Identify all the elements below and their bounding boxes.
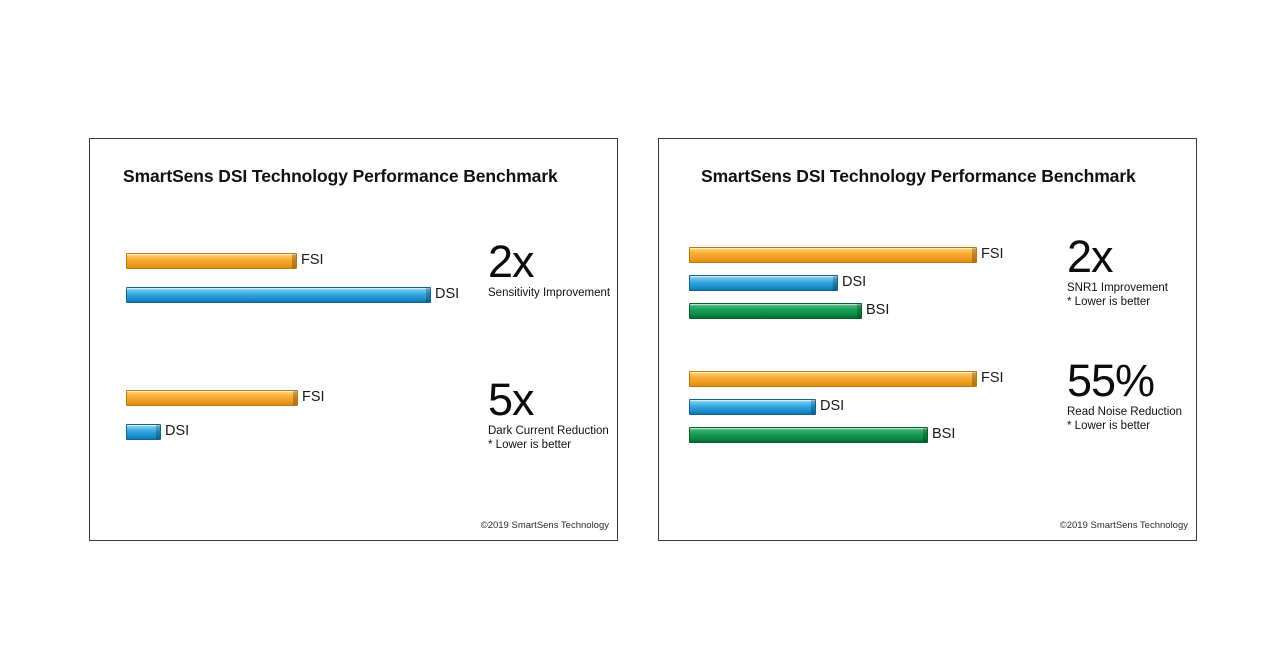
bar-row: FSI — [689, 246, 1004, 263]
bar-label-fsi: FSI — [981, 370, 1004, 386]
bar-dsi — [689, 399, 816, 415]
bar-row: BSI — [689, 426, 955, 443]
bar-row: FSI — [126, 389, 325, 406]
bar-row: DSI — [126, 423, 189, 440]
bar-dsi — [689, 275, 838, 291]
bar-label-bsi: BSI — [932, 426, 956, 442]
stat-value: 55% — [1067, 355, 1155, 406]
stat-caption: SNR1 Improvement — [1067, 282, 1168, 294]
bar-label-dsi: DSI — [165, 423, 190, 439]
stat-block-dark-current: 5x Dark Current Reduction * Lower is bette… — [488, 377, 609, 452]
bar-label-fsi: FSI — [981, 246, 1004, 262]
stat-value: 2x — [488, 236, 535, 287]
benchmark-panel-left: SmartSens DSI Technology Performance Ben… — [89, 138, 618, 541]
copyright-notice: ©2019 SmartSens Technology — [1059, 520, 1188, 531]
stat-note: * Lower is better — [488, 439, 572, 451]
bar-label-dsi: DSI — [820, 398, 845, 414]
bar-fsi — [689, 371, 977, 387]
bar-label-bsi: BSI — [866, 302, 890, 318]
stat-note: * Lower is better — [1067, 296, 1151, 308]
stat-block-read-noise: 55% Read Noise Reduction * Lower is better — [1067, 358, 1182, 433]
stat-block-snr1: 2x SNR1 Improvement * Lower is better — [1067, 234, 1168, 309]
bar-fsi — [126, 390, 298, 406]
stat-caption: Sensitivity Improvement — [488, 287, 611, 299]
panel-title: SmartSens DSI Technology Performance Ben… — [701, 166, 1136, 186]
bar-label-dsi: DSI — [842, 274, 867, 290]
bar-row: DSI — [689, 274, 866, 291]
panel-title: SmartSens DSI Technology Performance Ben… — [123, 166, 558, 186]
bar-row: DSI — [689, 398, 844, 415]
stat-block-sensitivity: 2x Sensitivity Improvement — [488, 239, 610, 300]
bar-row: BSI — [689, 302, 889, 319]
bar-label-fsi: FSI — [302, 389, 325, 405]
bar-row: DSI — [126, 286, 459, 303]
stat-note: * Lower is better — [1067, 420, 1151, 432]
bar-fsi — [689, 247, 977, 263]
bar-dsi — [126, 287, 431, 303]
stat-value: 2x — [1067, 231, 1114, 282]
stat-caption: Read Noise Reduction — [1067, 406, 1183, 418]
bar-label-fsi: FSI — [301, 252, 324, 268]
copyright-notice: ©2019 SmartSens Technology — [480, 520, 609, 531]
bar-bsi — [689, 427, 928, 443]
stat-caption: Dark Current Reduction — [488, 425, 609, 437]
bar-fsi — [126, 253, 297, 269]
bar-label-dsi: DSI — [435, 286, 460, 302]
stat-value: 5x — [488, 374, 535, 425]
bar-row: FSI — [689, 370, 1004, 387]
bar-dsi — [126, 424, 161, 440]
benchmark-panel-right: SmartSens DSI Technology Performance Ben… — [658, 138, 1197, 541]
bar-row: FSI — [126, 252, 324, 269]
bar-bsi — [689, 303, 862, 319]
